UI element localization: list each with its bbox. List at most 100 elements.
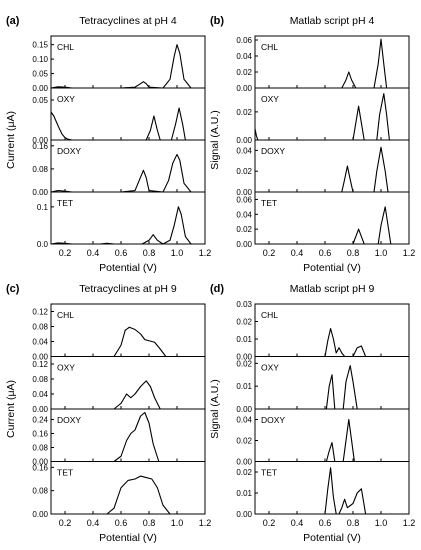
panel-d-series-label: CHL [261, 310, 278, 320]
panel-a-series-line [50, 107, 205, 141]
panel-a-ylabel: Current (μA) [5, 111, 17, 169]
panel-d-series-line [318, 467, 409, 515]
panel-d-xtick-label: 0.4 [291, 518, 304, 528]
panel-c-xtick-label: 0.8 [143, 518, 156, 528]
panel-b-xtick-label: 1.0 [375, 248, 388, 258]
panel-d-ytick-label: 0.02 [236, 437, 252, 446]
panel-d-series-line [318, 327, 409, 358]
panel-b-ytick-label: 0.04 [236, 146, 252, 155]
panel-a-xtick-label: 0.4 [87, 248, 100, 258]
panel-c-xtick-label: 1.0 [171, 518, 184, 528]
panel-b-letter: (b) [210, 15, 224, 27]
panel-a-series-line [50, 206, 205, 245]
panel-b-ytick-label: 0.00 [236, 84, 252, 93]
panel-c-ytick-label: 0.04 [32, 390, 48, 399]
panel-a-series-label: DOXY [57, 146, 81, 156]
panel-b-ytick-label: 0.04 [236, 210, 252, 219]
panel-a-xtick-label: 1.0 [171, 248, 184, 258]
panel-b: (b) Matlab script pH 4 0.00 0.02 0.04 0.06 CHL… [209, 15, 415, 274]
panel-c-series-line [113, 380, 205, 410]
panel-b-ytick-label: 0.00 [236, 188, 252, 197]
panel-d-letter: (d) [210, 283, 224, 295]
panel-b-ytick-label: 0.04 [236, 52, 252, 61]
panel-a-ytick-label: 0.0 [37, 240, 49, 249]
panel-a-ytick-label: 0.16 [32, 142, 48, 151]
panel-d-xtick-label: 1.0 [375, 518, 388, 528]
panel-d-ytick-label: 0.00 [236, 458, 252, 467]
panel-d-ylabel: Signal (A.U.) [209, 379, 221, 439]
panel-a-title: Tetracyclines at pH 4 [79, 15, 177, 27]
panel-a-subplot-frame [50, 35, 206, 89]
panel-b-xtick-label: 0.6 [319, 248, 332, 258]
panel-d-ytick-label: 0.01 [236, 489, 252, 498]
panel-d-ytick-label: 0.00 [236, 353, 252, 362]
panel-b-subplot-frame [254, 191, 410, 245]
panel-c: (c) Tetracyclines at pH 9 0.00 0.04 0.08 0.12… [5, 283, 211, 544]
panel-c-ytick-label: 0.00 [32, 458, 48, 467]
panel-c-series-line [113, 326, 205, 358]
panel-d-series-label: OXY [261, 363, 279, 373]
panel-b-xtick-label: 0.8 [347, 248, 360, 258]
panel-a-ytick-label: 0.00 [32, 84, 48, 93]
panel-d-ytick-label: 0.01 [236, 382, 252, 391]
panel-d-series-label: DOXY [261, 415, 285, 425]
panel-a-xtick-label: 0.8 [143, 248, 156, 258]
panel-a-ytick-label: 0.00 [32, 188, 48, 197]
panel-b-ylabel: Signal (A.U.) [209, 110, 221, 170]
panel-a-ytick-label: 0.10 [32, 55, 48, 64]
panel-d-xtick-label: 0.8 [347, 518, 360, 528]
panel-d-title: Matlab script pH 9 [290, 283, 375, 295]
panel-b-title: Matlab script pH 4 [290, 15, 375, 27]
panel-c-ytick-label: 0.24 [32, 416, 48, 425]
panel-b-ytick-label: 0.00 [236, 240, 252, 249]
panel-a-xlabel: Potential (V) [99, 262, 157, 274]
panel-a-series-label: OXY [57, 94, 75, 104]
panel-a-xtick-label: 1.2 [199, 248, 212, 258]
panel-b-ytick-label: 0.00 [236, 136, 252, 145]
panel-c-xtick-label: 0.4 [87, 518, 100, 528]
panel-d-ytick-label: 0.03 [236, 300, 252, 309]
panel-c-xlabel: Potential (V) [99, 532, 157, 544]
panel-c-ylabel: Current (μA) [5, 380, 17, 438]
panel-c-ytick-label: 0.08 [32, 487, 48, 496]
panel-d-subplot-frame [254, 303, 410, 357]
panel-d-ytick-label: 0.02 [236, 318, 252, 327]
panel-d-xtick-label: 0.2 [263, 518, 276, 528]
panel-c-ytick-label: 0.04 [32, 338, 48, 347]
panel-b-xtick-label: 0.2 [263, 248, 276, 258]
panel-c-ytick-label: 0.12 [32, 360, 48, 369]
panel-c-ytick-label: 0.08 [32, 375, 48, 384]
panel-a-ytick-label: 0.08 [32, 165, 48, 174]
panel-a-letter: (a) [6, 15, 20, 27]
panel-a-series-line [50, 153, 205, 193]
panel-a-ytick-label: 0.1 [37, 203, 49, 212]
panel-a-series-label: CHL [57, 42, 74, 52]
panel-c-ytick-label: 0.00 [32, 510, 48, 519]
panel-c-series-label: OXY [57, 363, 75, 373]
panel-d-ytick-label: 0.04 [236, 416, 252, 425]
panel-c-series-label: TET [57, 468, 73, 478]
panel-d-ytick-label: 0.00 [236, 510, 252, 519]
panel-b-series-line [255, 206, 409, 245]
panel-b-ytick-label: 0.06 [236, 36, 252, 45]
panel-d-xtick-label: 0.6 [319, 518, 332, 528]
panel-c-series-label: CHL [57, 310, 74, 320]
panel-c-series-line [113, 411, 205, 463]
panel-d: (d) Matlab script pH 9 0.00 0.01 0.02 0.03 CHL… [209, 283, 415, 544]
panel-b-series-label: OXY [261, 94, 279, 104]
panel-c-title: Tetracyclines at pH 9 [79, 283, 177, 295]
panel-d-subplot-frame [254, 461, 410, 515]
panel-a-series-label: TET [57, 198, 73, 208]
panel-c-ytick-label: 0.08 [32, 323, 48, 332]
panel-c-ytick-label: 0.00 [32, 405, 48, 414]
panel-a-ytick-label: 0.05 [32, 96, 48, 105]
panel-b-series-label: TET [261, 198, 277, 208]
panel-b-series-label: CHL [261, 42, 278, 52]
panel-c-ytick-label: 0.16 [32, 463, 48, 472]
panel-c-subplot-frame [50, 461, 206, 515]
panel-b-ytick-label: 0.02 [236, 167, 252, 176]
panel-d-ytick-label: 0.00 [236, 405, 252, 414]
panel-b-ytick-label: 0.02 [236, 108, 252, 117]
panel-b-xtick-label: 1.2 [403, 248, 416, 258]
